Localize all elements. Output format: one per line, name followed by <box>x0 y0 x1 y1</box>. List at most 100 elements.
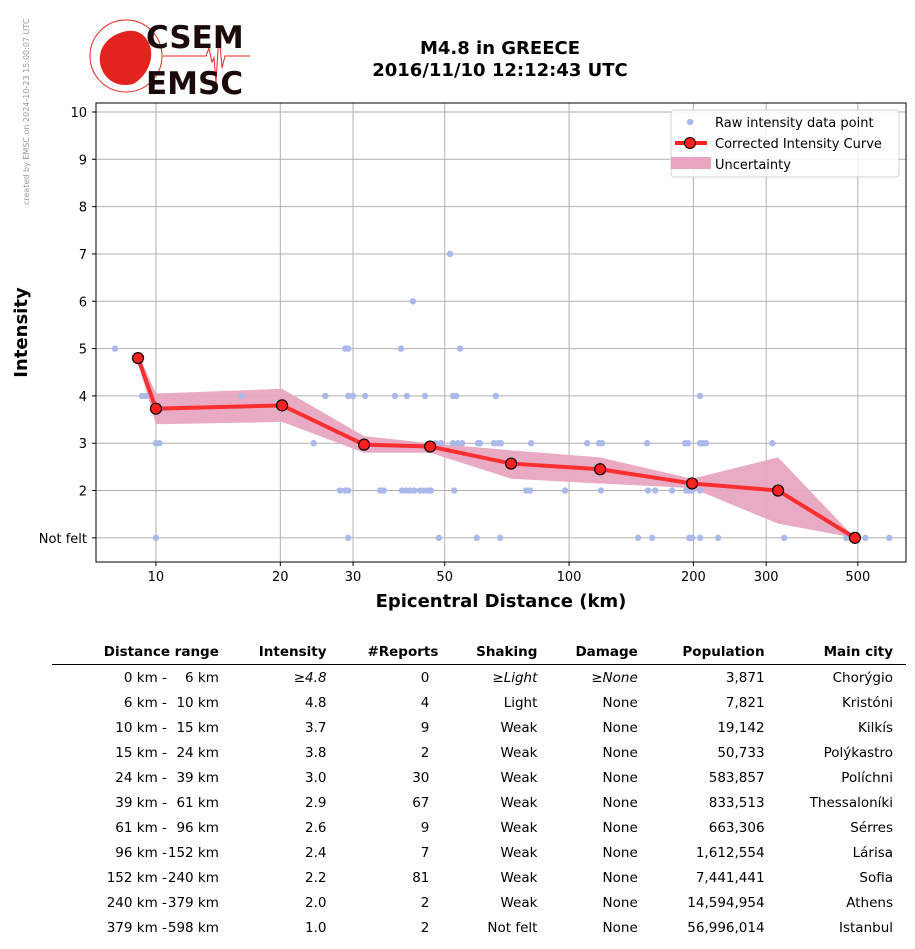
cell-shaking: Weak <box>500 844 538 861</box>
cell-damage: None <box>602 869 638 886</box>
raw-data-point <box>322 392 329 400</box>
x-tick-label: 100 <box>557 570 582 585</box>
x-tick-label: 300 <box>754 570 779 585</box>
cell-reports: 2 <box>420 744 430 761</box>
cell-intensity: 4.8 <box>305 694 327 711</box>
curve-marker <box>505 457 518 470</box>
cell-damage: None <box>602 844 638 861</box>
distance-range: 240 km -379 km <box>52 890 232 915</box>
x-tick-label: 10 <box>148 570 165 585</box>
raw-data-point <box>696 392 704 400</box>
raw-data-point <box>769 440 776 447</box>
cell-damage: ≥None <box>591 669 638 686</box>
legend-box <box>670 109 900 178</box>
range-to: 379 km <box>167 894 219 911</box>
y-tick-label: 5 <box>79 343 87 358</box>
raw-data-point <box>597 487 605 494</box>
y-tick-label: Not felt <box>39 532 87 547</box>
range-to: 15 km <box>176 719 219 736</box>
raw-data-point <box>476 440 484 447</box>
curve-marker <box>131 351 145 365</box>
cell-shaking: Weak <box>500 869 538 886</box>
raw-data-point <box>435 534 443 542</box>
intensity-chart: 10 20 30 50 100 200 300 500 Not felt 2 3 4 5 6 7 8 9 10 Ep… <box>11 102 907 612</box>
raw-data-point <box>345 534 352 542</box>
cell-reports: 0 <box>420 669 430 686</box>
table-row: 10 km - 15 km 3.7 9 Weak None 19,142 Kilkís <box>52 715 906 740</box>
raw-data-point <box>450 487 458 494</box>
raw-data-point <box>497 440 505 447</box>
raw-data-point <box>862 534 869 542</box>
legend-raw-marker <box>686 118 694 126</box>
range-to: 39 km <box>176 769 219 786</box>
cell-reports: 2 <box>420 919 430 936</box>
raw-data-point <box>458 440 466 447</box>
svg-text:CSEM: CSEM <box>146 20 244 56</box>
cell-population: 7,821 <box>725 694 765 711</box>
table-row: 61 km - 96 km 2.6 9 Weak None 663,306 Sérres <box>52 815 906 840</box>
column-header: Population <box>650 640 778 665</box>
cell-reports: 9 <box>420 819 430 836</box>
raw-data-point <box>696 534 704 542</box>
distance-range: 15 km - 24 km <box>52 740 232 765</box>
cell-damage: None <box>602 794 638 811</box>
cell-damage: None <box>602 894 638 911</box>
raw-data-point <box>496 534 504 542</box>
legend-curve-marker <box>684 137 696 149</box>
range-to: 598 km <box>167 919 219 936</box>
curve-marker <box>275 399 289 412</box>
distance-range: 96 km -152 km <box>52 840 232 865</box>
column-header: #Reports <box>339 640 452 665</box>
cell-population: 3,871 <box>725 669 765 686</box>
distance-range: 152 km -240 km <box>52 865 232 890</box>
distance-range: 379 km -598 km <box>52 915 232 940</box>
cell-damage: None <box>602 769 638 786</box>
cell-intensity: 2.6 <box>305 819 327 836</box>
cell-reports: 4 <box>420 694 430 711</box>
raw-data-point <box>634 534 642 542</box>
curve-marker <box>594 463 607 476</box>
y-tick-label: 6 <box>79 295 87 310</box>
svg-text:EMSC: EMSC <box>146 66 243 98</box>
legend-label: Corrected Intensity Curve <box>715 137 882 152</box>
cell-damage: None <box>602 744 638 761</box>
cell-city: Thessaloníki <box>809 794 893 811</box>
range-from: 379 km - <box>106 919 167 936</box>
cell-shaking: Weak <box>500 744 538 761</box>
column-header: Shaking <box>451 640 551 665</box>
raw-data-point <box>684 440 692 447</box>
cell-reports: 7 <box>420 844 430 861</box>
cell-population: 833,513 <box>708 794 765 811</box>
y-tick-label: 3 <box>79 437 87 452</box>
range-to: 96 km <box>176 819 219 836</box>
cell-population: 50,733 <box>717 744 765 761</box>
cell-intensity: 2.9 <box>305 794 327 811</box>
raw-data-point <box>345 392 352 400</box>
emsc-logo: CSEM EMSC <box>89 19 250 98</box>
raw-data-point <box>345 487 352 494</box>
y-tick-label: 10 <box>70 106 87 121</box>
column-header: Main city <box>777 640 906 665</box>
range-from: 24 km - <box>115 769 167 786</box>
legend-label: Uncertainty <box>715 158 791 173</box>
x-tick-label: 200 <box>681 570 706 585</box>
raw-data-point <box>310 440 317 447</box>
cell-city: Kristóni <box>841 694 893 711</box>
cell-population: 56,996,014 <box>687 919 765 936</box>
raw-data-point <box>598 440 606 447</box>
cell-city: Chorýgio <box>832 669 893 686</box>
cell-shaking: ≥Light <box>492 669 538 686</box>
distance-range: 24 km - 39 km <box>52 765 232 790</box>
raw-data-point <box>397 345 405 352</box>
cell-city: Sofia <box>859 869 893 886</box>
raw-data-point <box>446 250 454 258</box>
cell-damage: None <box>602 919 638 936</box>
cell-population: 7,441,441 <box>695 869 765 886</box>
raw-data-point <box>238 392 245 400</box>
range-to: 10 km <box>176 694 219 711</box>
cell-city: Políchni <box>841 769 893 786</box>
column-header: Intensity <box>231 640 340 665</box>
cell-shaking: Weak <box>500 819 538 836</box>
x-tick-label: 30 <box>345 570 362 585</box>
legend-band-swatch <box>671 157 711 169</box>
